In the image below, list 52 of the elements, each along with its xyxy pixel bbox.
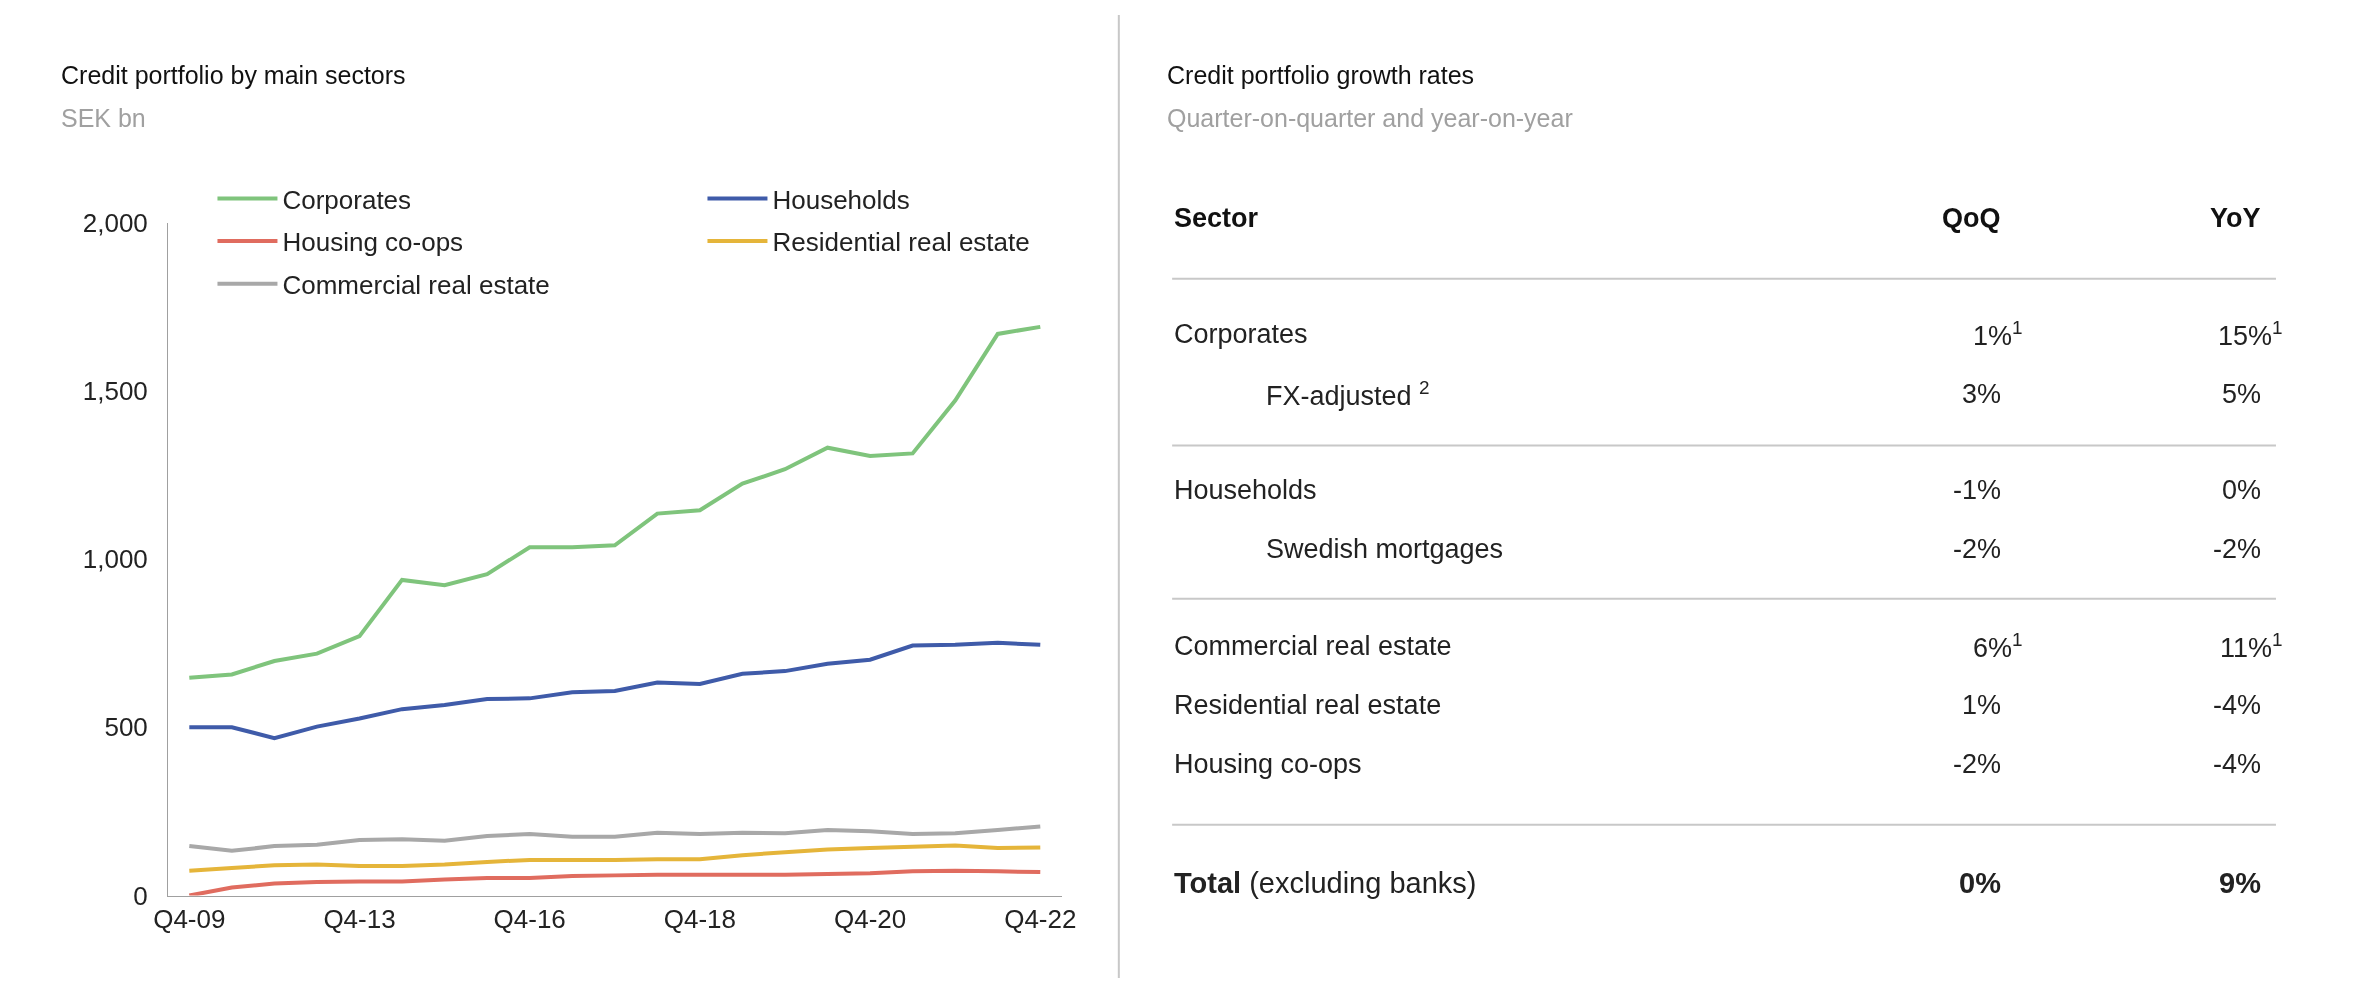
- legend-label: Housing co-ops: [282, 227, 464, 258]
- text: -2%: [1953, 749, 2002, 779]
- text: Total (excluding banks): [1174, 867, 1477, 899]
- y-tick-label: 0: [133, 880, 148, 911]
- text: 1%$^{1}$: [1973, 317, 2023, 352]
- y-tick-label: 2,000: [82, 207, 148, 238]
- text: -2%: [1953, 534, 2002, 564]
- text: Corporates: [1174, 319, 1308, 349]
- line-series: [187, 324, 1043, 680]
- text: FX-adjusted $^{2}$: [1266, 377, 1430, 412]
- x-tick-label: Q4-13: [323, 903, 396, 934]
- text: 3%: [1962, 379, 2002, 409]
- text: -4%: [2213, 749, 2262, 779]
- text: Credit portfolio growth rates: [1167, 61, 1475, 89]
- text: 1%: [1962, 690, 2002, 720]
- text: 5%: [2222, 379, 2262, 409]
- y-tick-label: 1,500: [82, 375, 148, 406]
- text: 15%$^{1}$: [2218, 317, 2283, 352]
- text: -2%: [2213, 534, 2262, 564]
- legend-label: Residential real estate: [772, 227, 1030, 258]
- x-tick-label: Q4-20: [833, 903, 907, 934]
- text: YoY: [2210, 203, 2261, 233]
- text: -4%: [2213, 690, 2262, 720]
- text: Quarter-on-quarter and year-on-year: [1167, 104, 1573, 132]
- text: QoQ: [1942, 203, 2001, 233]
- x-tick-label: Q4-18: [663, 903, 737, 934]
- x-tick-label: Q4-09: [153, 903, 226, 934]
- line-series: [187, 843, 1043, 873]
- x-tick-label: Q4-22: [1004, 903, 1077, 934]
- line-series: [187, 824, 1043, 853]
- y-tick-label: 500: [104, 712, 148, 743]
- text: Residential real estate: [1174, 690, 1442, 720]
- line-series: [187, 640, 1043, 741]
- text: 6%$^{1}$: [1973, 629, 2023, 664]
- text: Housing co-ops: [1174, 749, 1362, 779]
- x-tick-label: Q4-16: [493, 903, 566, 934]
- legend-label: Commercial real estate: [282, 269, 550, 300]
- text: Commercial real estate: [1174, 631, 1452, 661]
- text: 0%: [1959, 867, 2002, 899]
- chart-title: Credit portfolio by main sectors: [61, 61, 406, 89]
- text: -1%: [1953, 475, 2002, 505]
- legend-label: Corporates: [282, 184, 412, 215]
- y-tick-label: 1,000: [82, 544, 148, 575]
- line-series: [187, 868, 1043, 896]
- legend-label: Households: [772, 184, 910, 215]
- text: Households: [1174, 475, 1317, 505]
- chart-subtitle: SEK bn: [61, 104, 146, 132]
- text: 11%$^{1}$: [2220, 629, 2283, 664]
- text: Swedish mortgages: [1266, 534, 1504, 564]
- text: 0%: [2222, 475, 2262, 505]
- text: 9%: [2219, 867, 2262, 899]
- text: Sector: [1174, 203, 1259, 233]
